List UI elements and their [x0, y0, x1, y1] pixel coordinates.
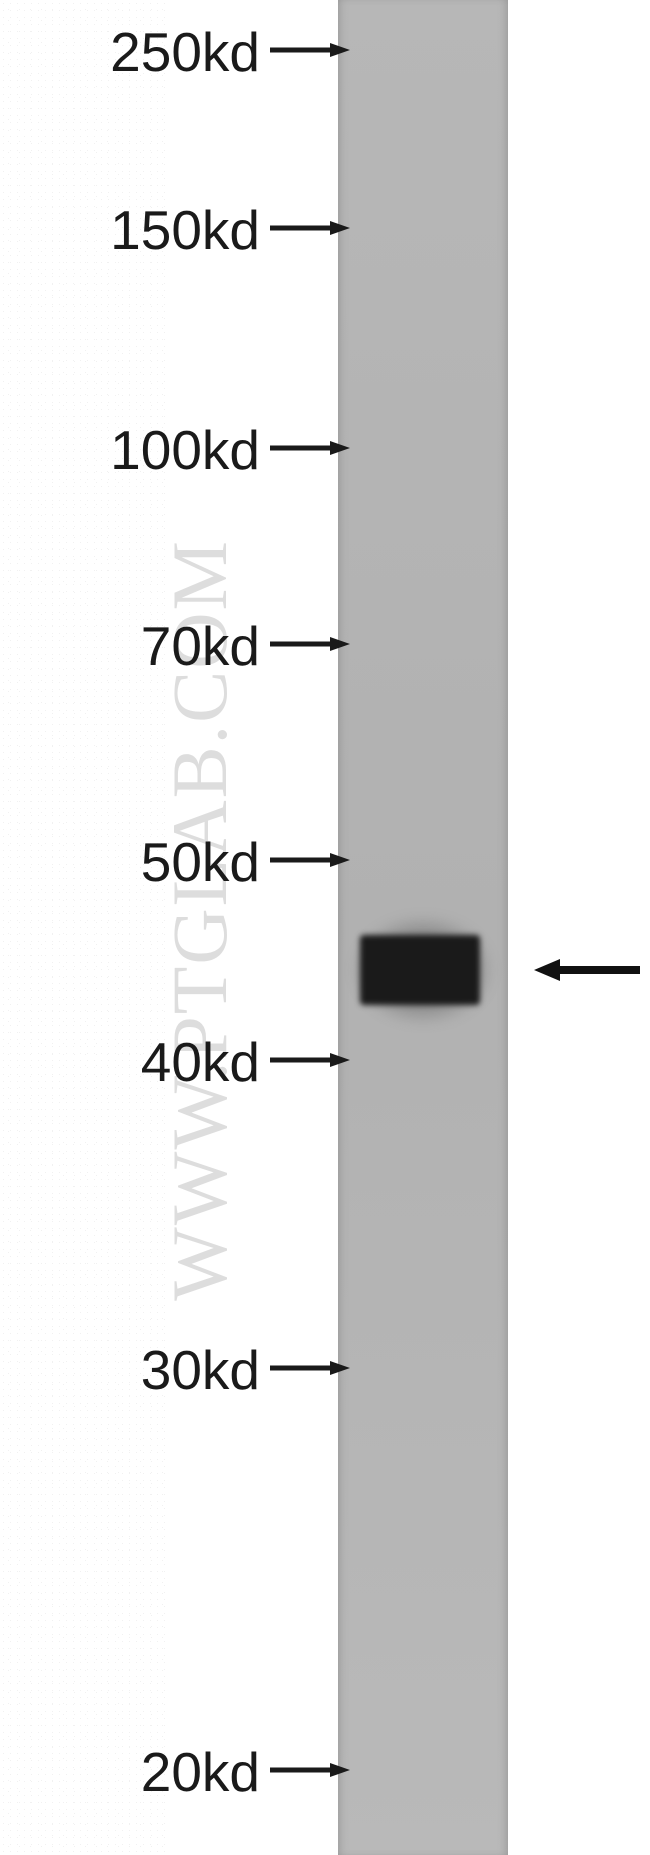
mw-arrow-icon: [268, 217, 352, 239]
mw-label: 70kd: [141, 614, 260, 678]
mw-arrow-icon: [268, 849, 352, 871]
lane-noise: [0, 0, 170, 1855]
mw-label: 150kd: [110, 198, 260, 262]
gel-lane: [338, 0, 508, 1855]
mw-arrow-icon: [268, 1357, 352, 1379]
target-arrow-icon: [534, 954, 644, 986]
mw-arrow-icon: [268, 1049, 352, 1071]
mw-arrow-icon: [268, 39, 352, 61]
mw-label: 30kd: [141, 1338, 260, 1402]
mw-arrow-icon: [268, 1759, 352, 1781]
mw-arrow-icon: [268, 437, 352, 459]
mw-label: 100kd: [110, 418, 260, 482]
mw-label: 50kd: [141, 830, 260, 894]
mw-arrow-icon: [268, 633, 352, 655]
blot-canvas: WWW.PTGLAB.COM 250kd150kd100kd70kd50kd40…: [0, 0, 650, 1855]
mw-label: 40kd: [141, 1030, 260, 1094]
mw-label: 250kd: [110, 20, 260, 84]
mw-label: 20kd: [141, 1740, 260, 1804]
